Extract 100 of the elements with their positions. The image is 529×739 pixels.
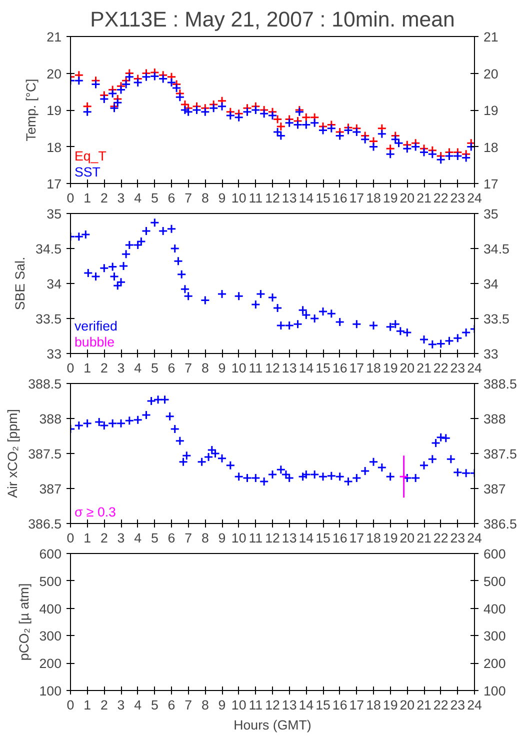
x-tick-label: 4 xyxy=(134,698,142,712)
y2-tick-label: 300 xyxy=(484,628,506,644)
y-axis-title: SBE Sal. xyxy=(12,256,28,310)
x-tick-label: 7 xyxy=(184,698,192,712)
x-tick-label: 5 xyxy=(150,530,158,546)
point xyxy=(452,468,462,478)
x-tick-label: 13 xyxy=(282,360,297,376)
point xyxy=(428,454,438,464)
point xyxy=(184,107,194,117)
point xyxy=(310,314,320,324)
point xyxy=(293,319,302,329)
point xyxy=(192,105,202,115)
y2-tick-label: 21 xyxy=(484,30,498,44)
point xyxy=(298,305,308,315)
point xyxy=(410,142,420,152)
x-tick-label: 7 xyxy=(184,190,192,206)
x-tick-label: 19 xyxy=(382,698,398,712)
point xyxy=(108,418,118,428)
x-tick-label: 11 xyxy=(248,530,263,546)
x-tick-label: 2 xyxy=(100,698,108,712)
x-tick-label: 3 xyxy=(117,530,125,546)
point xyxy=(390,134,400,144)
x-tick-label: 22 xyxy=(433,698,448,712)
point xyxy=(352,127,362,137)
point xyxy=(326,308,336,318)
x-tick-label: 11 xyxy=(248,360,263,376)
y-tick-label: 33.5 xyxy=(36,312,62,326)
point xyxy=(250,473,260,483)
point xyxy=(170,244,180,254)
y2-tick-label: 200 xyxy=(484,656,506,672)
x-tick-label: 13 xyxy=(282,698,297,712)
x-tick-label: 6 xyxy=(168,530,176,546)
point xyxy=(284,118,294,128)
point xyxy=(250,105,260,115)
y2-tick-label: 34.5 xyxy=(484,242,510,256)
point xyxy=(394,138,404,148)
point xyxy=(276,320,286,330)
point xyxy=(419,460,429,470)
point xyxy=(158,74,168,84)
x-tick-label: 24 xyxy=(467,190,482,206)
point xyxy=(436,338,446,348)
x-tick-label: 5 xyxy=(150,698,158,712)
point xyxy=(91,272,100,282)
x-tick-label: 11 xyxy=(248,698,263,712)
point xyxy=(91,80,100,90)
point xyxy=(368,136,378,146)
x-tick-label: 21 xyxy=(416,530,432,546)
x-tick-label: 13 xyxy=(282,530,297,546)
point xyxy=(436,154,446,164)
x-tick-label: 9 xyxy=(218,530,226,546)
point xyxy=(172,83,182,93)
point xyxy=(301,120,311,130)
x-tick-label: 2 xyxy=(100,360,108,376)
x-tick-label: 9 xyxy=(218,190,226,206)
point xyxy=(410,473,420,483)
x-tick-label: 13 xyxy=(282,190,297,206)
point xyxy=(74,420,84,430)
x-tick-label: 8 xyxy=(201,360,209,376)
point xyxy=(272,127,282,137)
point xyxy=(335,130,345,140)
x-tick-label: 8 xyxy=(201,190,209,206)
x-tick-label: 16 xyxy=(332,530,348,546)
x-tick-label: 17 xyxy=(349,190,364,206)
y2-tick-label: 386.5 xyxy=(484,516,517,532)
point xyxy=(110,272,120,282)
point xyxy=(82,418,92,428)
point xyxy=(326,471,336,481)
point xyxy=(444,336,454,346)
point xyxy=(133,78,143,88)
x-tick-label: 16 xyxy=(332,360,348,376)
x-tick-label: 24 xyxy=(467,530,482,546)
x-tick-label: 18 xyxy=(366,698,381,712)
point xyxy=(446,454,456,464)
y-tick-label: 34 xyxy=(46,276,62,292)
point xyxy=(94,417,104,427)
x-tick-label: 18 xyxy=(366,530,381,546)
point xyxy=(173,256,183,266)
x-tick-label: 19 xyxy=(382,530,398,546)
x-tick-label: 0 xyxy=(66,530,74,546)
x-tick-label: 3 xyxy=(117,190,125,206)
chart-title: PX113E : May 21, 2007 : 10min. mean xyxy=(90,8,455,32)
y2-tick-label: 34 xyxy=(484,276,499,292)
x-tick-label: 18 xyxy=(366,190,381,206)
point xyxy=(175,92,185,102)
point xyxy=(344,125,353,135)
y-tick-label: 200 xyxy=(39,656,62,672)
point xyxy=(377,129,387,139)
x-tick-label: 6 xyxy=(168,360,176,376)
y2-tick-label: 387.5 xyxy=(484,446,517,462)
point xyxy=(234,112,244,122)
point xyxy=(368,142,378,152)
point xyxy=(298,472,308,482)
y-tick-label: 19 xyxy=(46,103,62,118)
point xyxy=(318,306,328,316)
y-tick-label: 34.5 xyxy=(36,242,62,256)
x-tick-label: 6 xyxy=(168,698,176,712)
point xyxy=(121,249,131,259)
point xyxy=(396,326,406,336)
point xyxy=(99,94,109,104)
point xyxy=(176,270,186,280)
